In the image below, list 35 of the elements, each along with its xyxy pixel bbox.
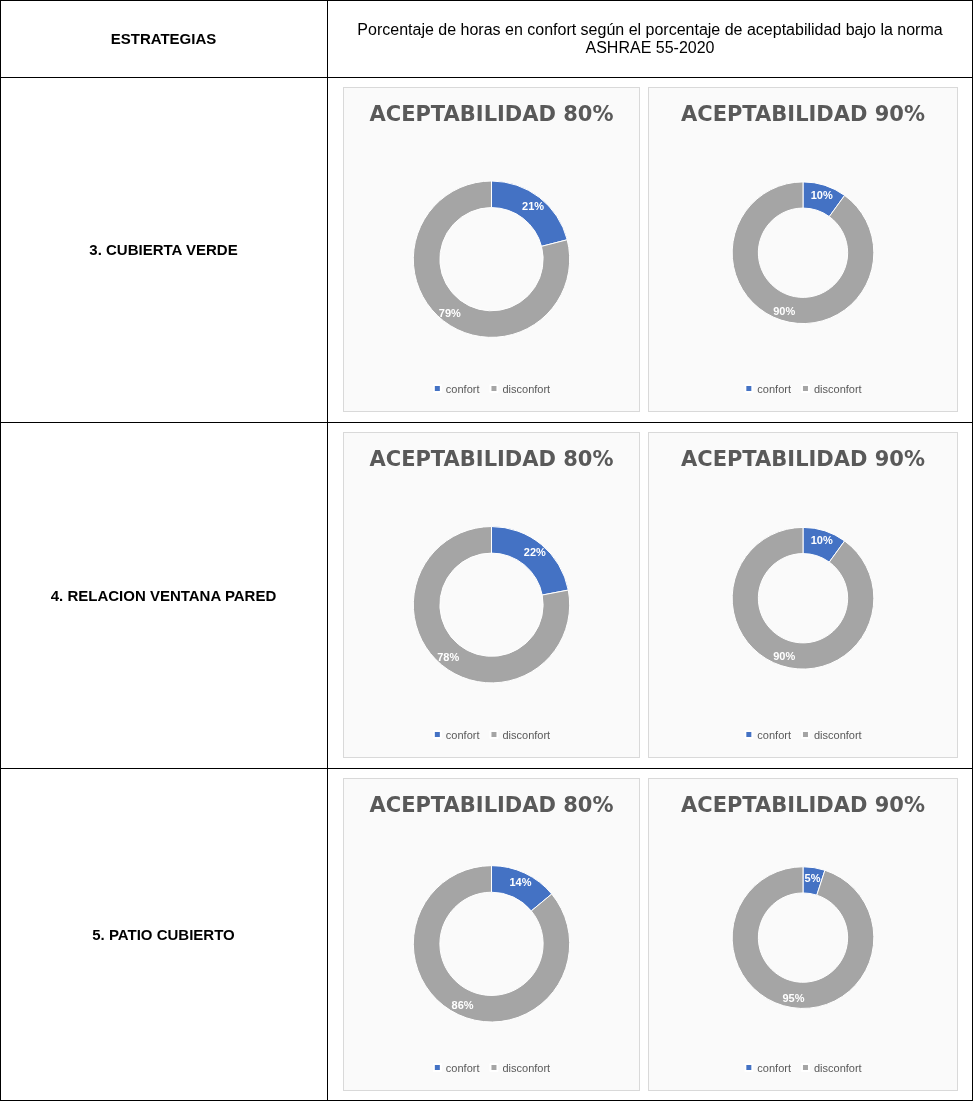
legend-label: disconfort [813, 382, 862, 395]
data-label: 90% [773, 650, 796, 663]
legend-label: confort [445, 728, 480, 741]
chart-title: ACEPTABILIDAD 80% [369, 792, 614, 817]
data-label: 10% [810, 188, 833, 201]
legend-label: disconfort [502, 1061, 551, 1074]
chart-title: ACEPTABILIDAD 90% [680, 792, 926, 817]
text: Porcentaje de horas en confort según el porcentaje de aceptabilidad bajo la norma ASHRAE 55-2020 [356, 20, 944, 58]
legend-label: confort [757, 1061, 791, 1074]
chart-title: ACEPTABILIDAD 90% [680, 446, 926, 471]
data-label: 10% [810, 534, 833, 547]
data-label: 21% [522, 199, 545, 212]
legend-label: disconfort [813, 1061, 862, 1074]
data-label: 78% [437, 651, 460, 664]
chart-title: ACEPTABILIDAD 90% [680, 101, 926, 126]
legend-label: disconfort [502, 728, 551, 741]
data-label: 5% [804, 871, 821, 884]
text: 4. RELACION VENTANA PARED [49, 585, 278, 606]
text: ESTRATEGIAS [109, 29, 218, 49]
legend-label: confort [757, 382, 791, 395]
chart-title: ACEPTABILIDAD 80% [369, 446, 614, 471]
data-label: 86% [451, 999, 474, 1012]
data-label: 90% [773, 304, 796, 317]
legend-label: confort [445, 382, 480, 395]
data-label: 79% [438, 306, 462, 319]
legend-label: confort [445, 1061, 480, 1074]
data-label: 95% [782, 991, 805, 1004]
data-label: 22% [523, 546, 546, 559]
text: 5. PATIO CUBIERTO [91, 925, 236, 945]
data-label: 14% [509, 876, 532, 889]
text: 3. CUBIERTA VERDE [88, 240, 239, 260]
legend-label: disconfort [813, 728, 862, 741]
legend-label: confort [757, 728, 791, 741]
chart-title: ACEPTABILIDAD 80% [369, 101, 614, 126]
legend-label: disconfort [502, 382, 551, 395]
